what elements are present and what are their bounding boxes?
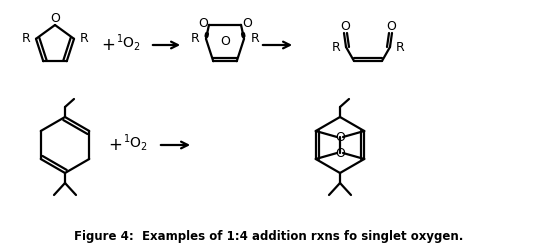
Text: O: O [335,146,345,160]
Text: O: O [50,11,60,24]
Text: R: R [395,41,405,54]
Text: O: O [242,17,252,30]
Text: O: O [220,35,230,48]
Text: O: O [198,17,208,30]
Text: O: O [335,130,345,143]
Text: $\mathregular{^1O_2}$: $\mathregular{^1O_2}$ [123,131,147,152]
Text: +: + [101,36,115,54]
Text: R: R [251,32,259,45]
Text: O: O [340,19,350,33]
Text: O: O [386,19,396,33]
Text: R: R [80,32,88,45]
Text: R: R [190,32,200,45]
Text: R: R [22,32,30,45]
Text: R: R [331,41,341,54]
Text: $\mathregular{^1O_2}$: $\mathregular{^1O_2}$ [116,32,140,53]
Text: +: + [108,136,122,154]
Text: Figure 4:  Examples of 1:4 addition rxns fo singlet oxygen.: Figure 4: Examples of 1:4 addition rxns … [74,230,464,243]
